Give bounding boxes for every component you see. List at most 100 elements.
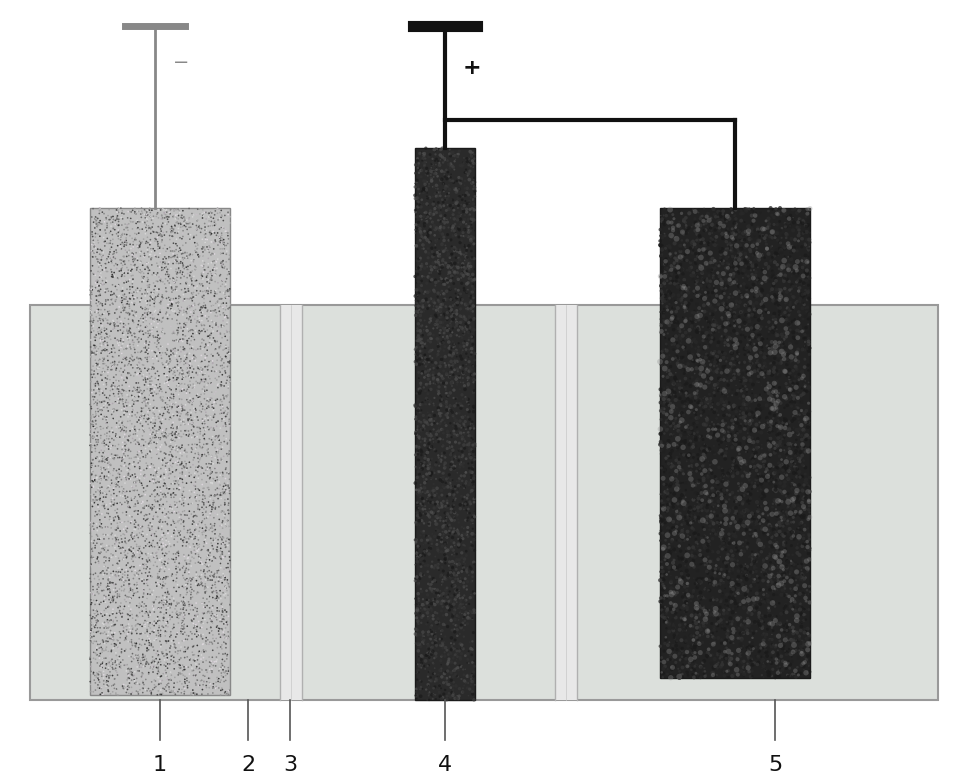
Point (721, 430, 737, 442)
Point (152, 653, 167, 666)
Point (730, 584, 745, 597)
Point (105, 569, 120, 581)
Point (753, 566, 769, 578)
Point (161, 601, 176, 614)
Point (423, 165, 439, 177)
Point (93, 421, 108, 433)
Point (724, 206, 740, 218)
Point (82, 315, 98, 327)
Point (802, 539, 817, 552)
Point (124, 655, 139, 667)
Point (110, 230, 126, 242)
Point (692, 234, 708, 246)
Point (195, 363, 210, 376)
Point (759, 320, 774, 333)
Point (761, 386, 776, 399)
Point (144, 540, 160, 553)
Point (677, 552, 692, 564)
Point (766, 625, 781, 637)
Point (729, 251, 744, 263)
Point (84, 514, 100, 527)
Point (420, 226, 436, 238)
Point (747, 289, 763, 302)
Point (146, 584, 162, 596)
Point (95, 456, 110, 468)
Point (408, 689, 423, 702)
Point (706, 493, 721, 505)
Point (713, 248, 729, 261)
Point (657, 486, 673, 498)
Point (191, 542, 206, 555)
Point (789, 280, 804, 293)
Point (182, 233, 197, 245)
Point (453, 459, 469, 471)
Point (685, 355, 701, 367)
Point (137, 321, 153, 334)
Point (166, 592, 181, 605)
Point (169, 317, 185, 330)
Point (712, 255, 728, 268)
Point (423, 293, 439, 305)
Point (789, 542, 804, 554)
Point (127, 532, 142, 545)
Point (786, 636, 802, 648)
Point (742, 524, 758, 536)
Point (416, 456, 432, 469)
Point (147, 431, 163, 444)
Point (735, 519, 750, 532)
Point (92, 298, 107, 310)
Point (675, 382, 690, 394)
Point (176, 559, 192, 572)
Point (765, 226, 780, 238)
Point (170, 547, 186, 559)
Point (144, 386, 160, 399)
Point (197, 532, 213, 544)
Point (173, 255, 189, 268)
Point (711, 487, 726, 500)
Point (183, 394, 198, 407)
Point (124, 620, 139, 632)
Point (433, 220, 448, 233)
Point (163, 631, 178, 643)
Point (797, 414, 812, 426)
Point (222, 415, 237, 428)
Point (169, 423, 185, 435)
Point (197, 348, 213, 360)
Point (443, 503, 459, 515)
Point (215, 661, 230, 674)
Point (82, 304, 98, 317)
Point (162, 277, 177, 289)
Point (164, 449, 179, 461)
Point (652, 438, 668, 450)
Point (218, 689, 233, 702)
Point (175, 253, 191, 265)
Point (99, 275, 114, 287)
Point (104, 255, 119, 268)
Point (412, 147, 428, 160)
Point (128, 207, 143, 220)
Point (424, 559, 439, 572)
Point (424, 578, 439, 591)
Point (764, 640, 779, 653)
Point (195, 324, 210, 337)
Point (784, 593, 800, 605)
Point (210, 325, 226, 338)
Point (140, 521, 156, 534)
Point (782, 446, 798, 459)
Point (220, 268, 235, 281)
Point (432, 258, 447, 271)
Point (791, 531, 806, 543)
Point (130, 674, 145, 687)
Point (173, 321, 189, 334)
Point (721, 226, 737, 238)
Point (185, 459, 200, 471)
Point (108, 269, 124, 282)
Point (122, 206, 137, 218)
Point (119, 550, 135, 563)
Point (668, 656, 683, 669)
Point (160, 487, 175, 499)
Point (176, 607, 192, 619)
Point (146, 674, 162, 686)
Point (213, 499, 228, 511)
Point (106, 204, 122, 217)
